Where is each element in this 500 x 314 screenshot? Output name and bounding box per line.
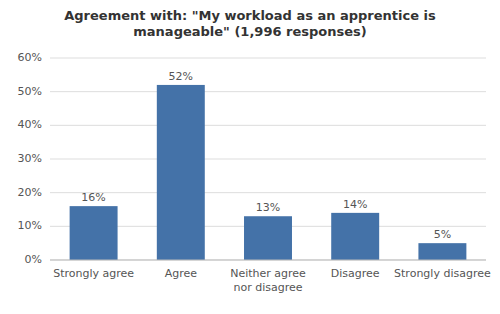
data-label: 5% <box>434 228 451 241</box>
bar <box>70 206 118 260</box>
x-axis-line <box>50 260 486 261</box>
x-tick-label: Strongly disagree <box>394 267 491 280</box>
bar <box>331 213 379 260</box>
x-tick-label: Disagree <box>331 267 380 280</box>
chart: Agreement with: "My workload as an appre… <box>0 0 500 314</box>
x-tick-label: Agree <box>165 267 198 280</box>
bar <box>157 85 205 260</box>
y-tick-label: 40% <box>18 118 42 131</box>
x-tick-label: Strongly agree <box>53 267 134 280</box>
data-label: 52% <box>169 70 193 83</box>
y-tick-label: 60% <box>18 51 42 64</box>
data-label: 16% <box>81 191 105 204</box>
y-tick-label: 10% <box>18 219 42 232</box>
grid-line <box>50 159 486 160</box>
grid-line <box>50 125 486 126</box>
bars <box>70 85 467 260</box>
data-label: 13% <box>256 201 280 214</box>
bar <box>244 216 292 260</box>
grid <box>50 58 486 260</box>
grid-line <box>50 91 486 92</box>
data-label: 14% <box>343 198 367 211</box>
x-tick-label: Neither agreenor disagree <box>230 267 306 294</box>
grid-line <box>50 58 486 59</box>
chart-container: Agreement with: "My workload as an appre… <box>0 0 500 314</box>
bar <box>418 243 466 260</box>
y-tick-label: 0% <box>25 253 42 266</box>
grid-line <box>50 260 486 261</box>
y-tick-label: 20% <box>18 186 42 199</box>
title: Agreement with: "My workload as an appre… <box>64 8 436 39</box>
y-tick-label: 50% <box>18 85 42 98</box>
y-tick-label: 30% <box>18 152 42 165</box>
grid-line <box>50 192 486 193</box>
